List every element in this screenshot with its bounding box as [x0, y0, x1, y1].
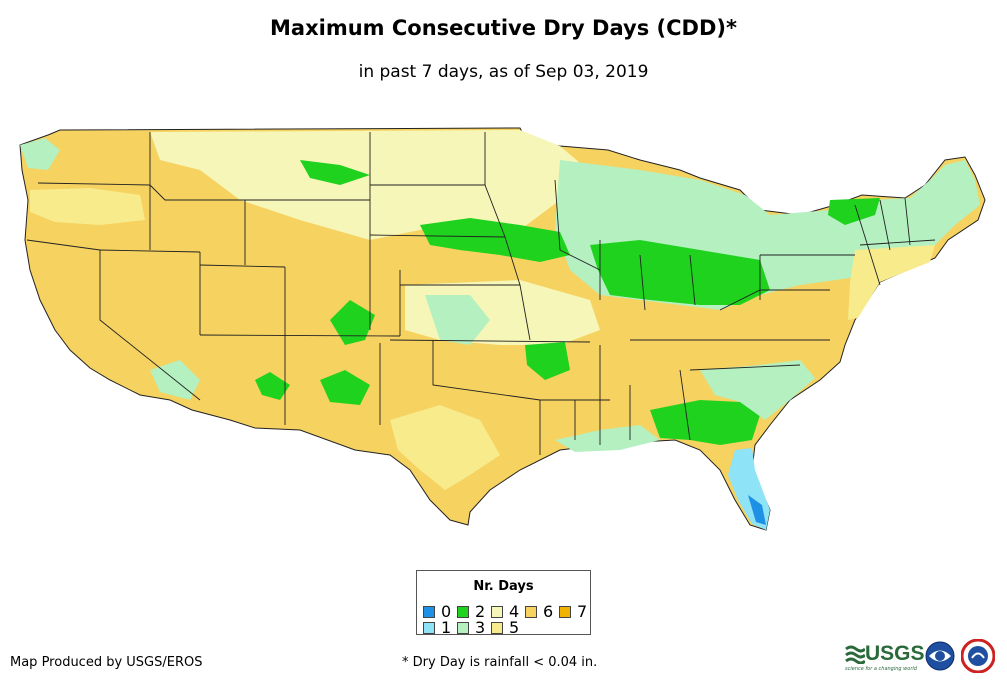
legend-label: 0 [441, 602, 452, 621]
legend-swatch [491, 605, 503, 618]
legend: Nr. Days 0 2 4 6 7 1 3 5 [416, 570, 591, 637]
map-subtitle: in past 7 days, as of Sep 03, 2019 [358, 62, 649, 82]
legend-swatch [525, 605, 537, 618]
legend-swatch [423, 605, 435, 618]
legend-label: 3 [475, 618, 486, 637]
legend-item-2: 2 [457, 602, 485, 621]
legend-label: 1 [441, 618, 452, 637]
noaa-logo-icon [925, 641, 955, 671]
legend-swatch [457, 621, 469, 634]
legend-swatch [559, 605, 571, 618]
legend-item-0: 0 [423, 602, 451, 621]
nws-logo-icon [961, 639, 995, 673]
state-borders [26, 132, 936, 455]
legend-item-1: 1 [423, 618, 451, 637]
legend-item-6: 6 [525, 602, 553, 621]
legend-label: 5 [509, 618, 520, 637]
usgs-logo: USGS [845, 642, 925, 666]
legend-item-7: 7 [559, 602, 587, 621]
legend-swatch [423, 621, 435, 634]
map-title: Maximum Consecutive Dry Days (CDD)* [270, 16, 737, 40]
dry-day-footnote: * Dry Day is rainfall < 0.04 in. [402, 655, 598, 670]
legend-label: 6 [543, 602, 554, 621]
legend-label: 2 [475, 602, 486, 621]
usgs-wave-icon [845, 645, 865, 664]
legend-item-3: 3 [457, 618, 485, 637]
legend-label: 4 [509, 602, 520, 621]
legend-swatch [457, 605, 469, 618]
legend-label: 7 [577, 602, 588, 621]
legend-title: Nr. Days [473, 579, 534, 594]
legend-swatch [491, 621, 503, 634]
usgs-tagline: science for a changing world [845, 666, 917, 672]
legend-item-5: 5 [491, 618, 519, 637]
cdd-zones [20, 130, 980, 530]
usgs-logo-text: USGS [865, 642, 925, 665]
map-credit: Map Produced by USGS/EROS [10, 655, 203, 670]
legend-item-4: 4 [491, 602, 519, 621]
